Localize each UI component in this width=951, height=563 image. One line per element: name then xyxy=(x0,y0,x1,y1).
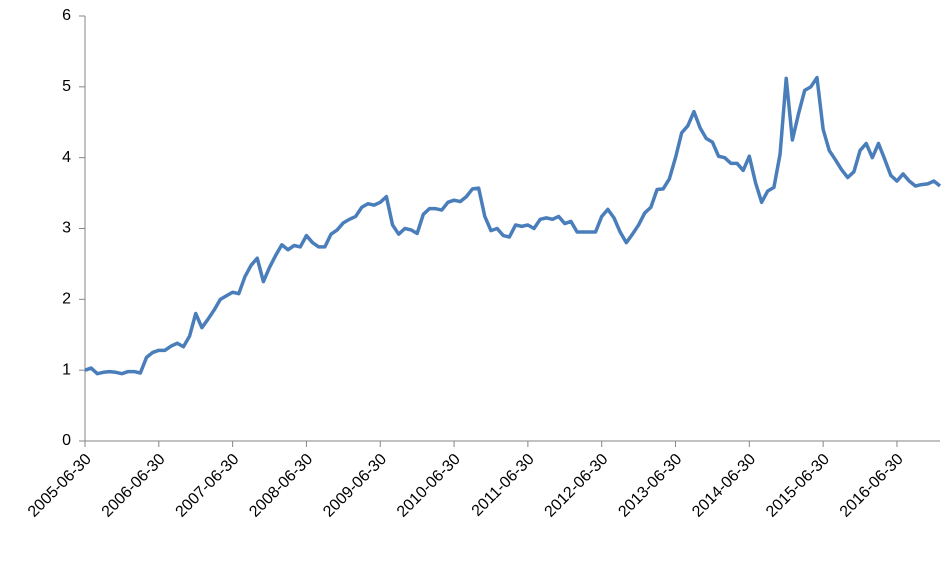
x-tick-label: 2006-06-30 xyxy=(99,451,169,521)
x-tick-label: 2009-06-30 xyxy=(320,451,390,521)
x-tick-label: 2007-06-30 xyxy=(173,451,243,521)
y-tick-label: 5 xyxy=(62,78,71,95)
x-tick-label: 2010-06-30 xyxy=(394,451,464,521)
y-tick-label: 3 xyxy=(62,220,71,237)
y-tick-label: 4 xyxy=(62,149,71,166)
x-tick-label: 2012-06-30 xyxy=(542,451,612,521)
y-tick-label: 2 xyxy=(62,291,71,308)
x-tick-label: 2008-06-30 xyxy=(246,451,316,521)
y-tick-label: 0 xyxy=(62,432,71,449)
x-tick-label: 2005-06-30 xyxy=(25,451,95,521)
y-tick-label: 1 xyxy=(62,361,71,378)
line-series xyxy=(84,75,942,376)
x-tick-label: 2013-06-30 xyxy=(615,451,685,521)
x-tick-label: 2014-06-30 xyxy=(689,451,759,521)
x-tick-label: 2011-06-30 xyxy=(469,451,538,520)
x-tick-label: 2016-06-30 xyxy=(837,451,907,521)
x-tick-label: 2015-06-30 xyxy=(763,451,833,521)
y-tick-label: 6 xyxy=(62,7,71,24)
